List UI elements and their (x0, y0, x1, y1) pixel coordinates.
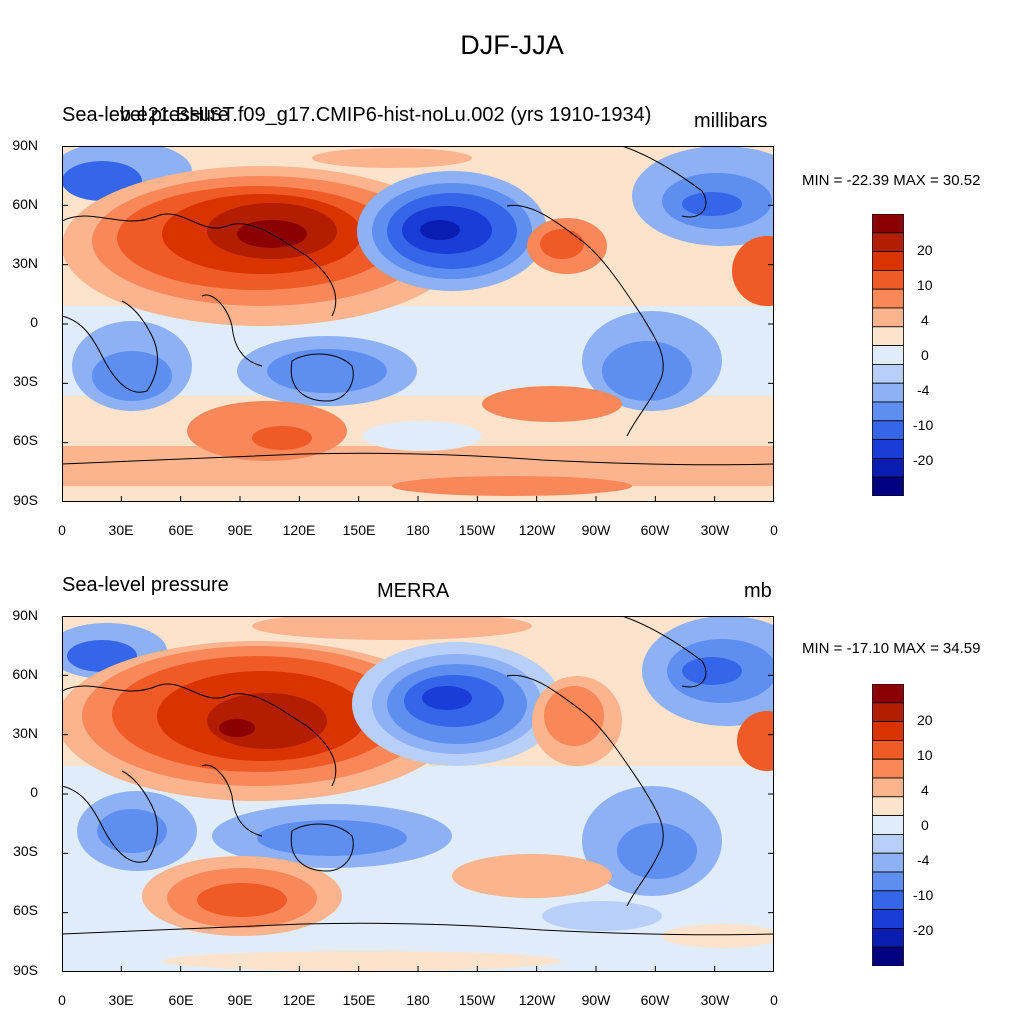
panel1-lon-label: 30W (700, 522, 730, 538)
figure-title: DJF-JJA (460, 30, 564, 60)
panel1-center-title: b.e21.BHIST.f09_g17.CMIP6-hist-noLu.002 … (120, 104, 652, 126)
panel1-lon-label: 30E (108, 522, 134, 538)
panel1-colorbar-label: -10 (913, 417, 934, 433)
panel2-colorbar-label: 20 (917, 712, 933, 728)
colorbar-swatch (872, 890, 904, 911)
colorbar-swatch (872, 307, 904, 328)
colorbar-swatch (872, 852, 904, 873)
panel2-min-max: MIN = -17.10 MAX = 34.59 (802, 640, 981, 657)
panel2-lon-label: 60E (168, 992, 194, 1008)
panel2-colorbar-label: 0 (921, 817, 929, 833)
colorbar-swatch (872, 420, 904, 441)
panel1-map (62, 146, 774, 502)
colorbar-swatch (872, 702, 904, 722)
panel1-lat-label: 30N (12, 255, 38, 271)
panel1-colorbar-label: -4 (917, 382, 930, 398)
panel1-colorbar-label: -20 (913, 452, 934, 468)
colorbar-swatch (872, 740, 904, 760)
panel2-lon-label: 90E (227, 992, 253, 1008)
panel2-left-title: Sea-level pressure (62, 574, 229, 596)
colorbar-swatch (872, 270, 904, 290)
panel1-colorbar-label: 4 (921, 312, 929, 328)
panel1-lon-label: 60E (168, 522, 194, 538)
panel2-lon-label: 150W (458, 992, 496, 1008)
panel2-colorbar-label: -10 (913, 887, 934, 903)
panel1-min-max: MIN = -22.39 MAX = 30.52 (802, 172, 981, 189)
panel1-lat-label: 60S (13, 432, 38, 448)
map-ticks (62, 146, 774, 502)
colorbar-swatch (872, 927, 904, 948)
panel1-lon-label: 90W (581, 522, 611, 538)
panel2-center-title: MERRA (377, 580, 450, 602)
colorbar-swatch (872, 326, 904, 347)
panel2-lat-label: 0 (30, 784, 38, 800)
panel2-lon-label: 180 (406, 992, 430, 1008)
colorbar-swatch (872, 457, 904, 478)
colorbar-swatch (872, 721, 904, 741)
panel2-lon-label: 60W (640, 992, 670, 1008)
panel1-colorbar (872, 214, 904, 496)
panel2-colorbar (872, 684, 904, 966)
panel2-lon-label: 120E (282, 992, 316, 1008)
panel1-lon-label: 120W (518, 522, 556, 538)
panel2-lat-label: 90N (12, 607, 38, 623)
panel2-map (62, 616, 774, 972)
colorbar-swatch (872, 401, 904, 422)
panel2-lon-label: 120W (518, 992, 556, 1008)
colorbar-swatch (872, 232, 904, 252)
panel1-lon-label: 120E (282, 522, 316, 538)
panel2-lon-label: 30W (700, 992, 730, 1008)
panel1-lon-label: 60W (640, 522, 670, 538)
panel2-lon-label: 30E (108, 992, 134, 1008)
colorbar-swatch (872, 382, 904, 403)
colorbar-swatch (872, 476, 904, 496)
panel1-lon-label: 90E (227, 522, 253, 538)
panel1-lat-label: 30S (13, 373, 38, 389)
panel1-colorbar-label: 0 (921, 347, 929, 363)
panel2-right-title: mb (744, 580, 772, 602)
panel1-right-title: millibars (694, 110, 768, 132)
colorbar-swatch (872, 796, 904, 817)
panel2-lat-label: 30S (13, 843, 38, 859)
colorbar-swatch (872, 946, 904, 966)
panel2-lon-label: 150E (342, 992, 376, 1008)
panel2-lat-label: 60S (13, 902, 38, 918)
colorbar-swatch (872, 439, 904, 459)
map-ticks (62, 616, 774, 972)
panel2-lat-label: 30N (12, 725, 38, 741)
panel2-lon-label: 0 (58, 992, 66, 1008)
panel1-lon-label: 0 (770, 522, 778, 538)
panel1-lat-label: 90S (13, 492, 38, 508)
panel2-lon-label: 0 (770, 992, 778, 1008)
colorbar-swatch (872, 909, 904, 929)
panel1-lon-label: 180 (406, 522, 430, 538)
colorbar-swatch (872, 758, 904, 779)
colorbar-swatch (872, 815, 904, 835)
colorbar-swatch (872, 345, 904, 365)
panel1-lat-label: 0 (30, 314, 38, 330)
panel2-colorbar-label: 10 (917, 747, 933, 763)
panel2-lat-label: 90S (13, 962, 38, 978)
colorbar-swatch (872, 777, 904, 798)
panel2-lat-label: 60N (12, 666, 38, 682)
panel1-lon-label: 150E (342, 522, 376, 538)
panel1-left-title: Sea-level pressure (62, 104, 229, 126)
panel1-colorbar-label: 10 (917, 277, 933, 293)
panel1-lat-label: 60N (12, 196, 38, 212)
panel2-colorbar-label: 4 (921, 782, 929, 798)
colorbar-swatch (872, 363, 904, 384)
panel1-lon-label: 0 (58, 522, 66, 538)
colorbar-swatch (872, 288, 904, 309)
colorbar-swatch (872, 214, 904, 234)
colorbar-swatch (872, 684, 904, 704)
panel2-lon-label: 90W (581, 992, 611, 1008)
panel1-lon-label: 150W (458, 522, 496, 538)
panel1-lat-label: 90N (12, 137, 38, 153)
panel2-colorbar-label: -4 (917, 852, 930, 868)
colorbar-swatch (872, 833, 904, 854)
panel2-colorbar-label: -20 (913, 922, 934, 938)
panel1-colorbar-label: 20 (917, 242, 933, 258)
colorbar-swatch (872, 871, 904, 892)
colorbar-swatch (872, 251, 904, 271)
